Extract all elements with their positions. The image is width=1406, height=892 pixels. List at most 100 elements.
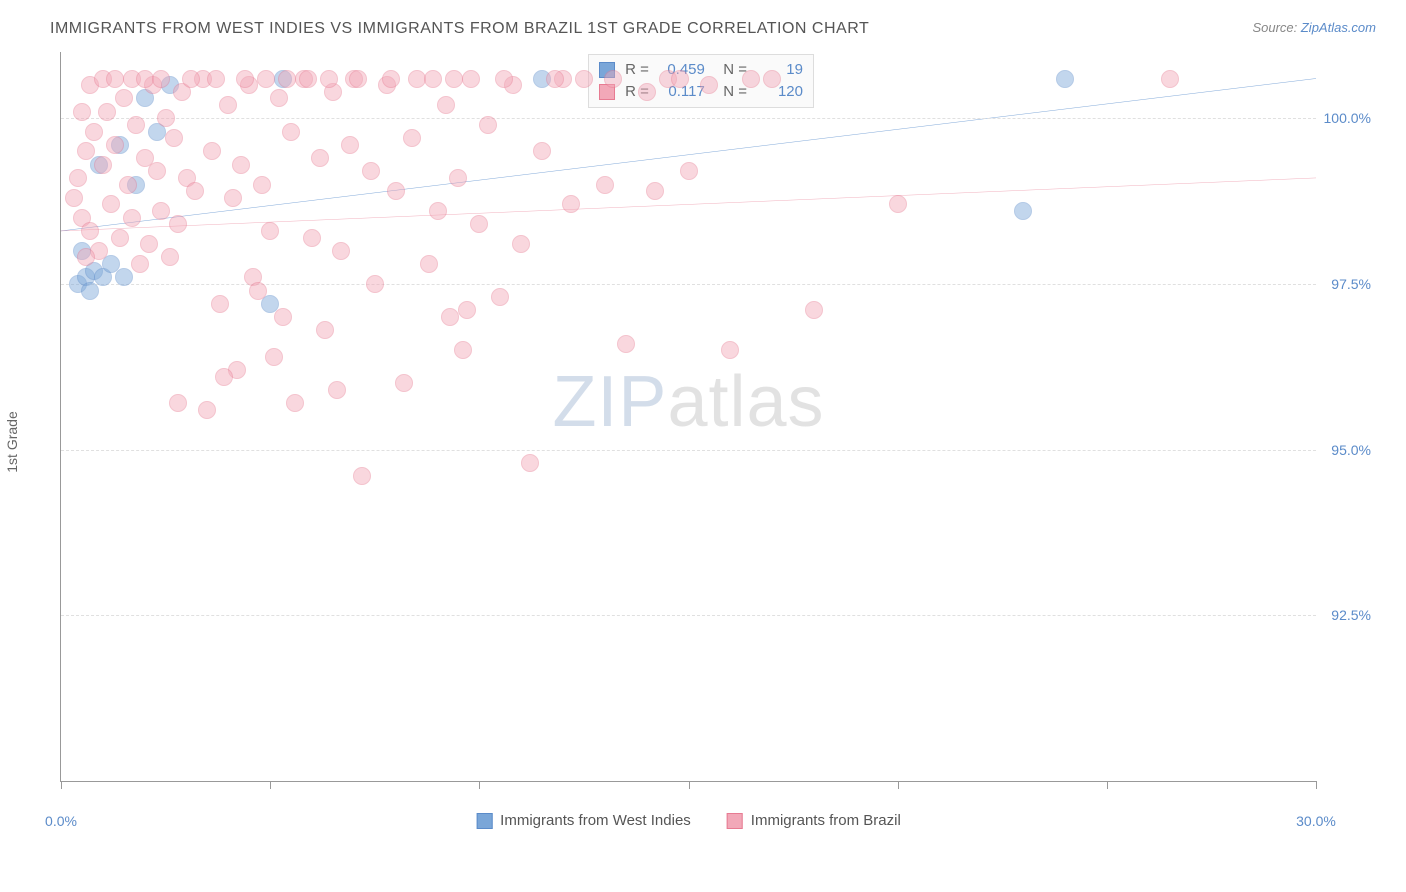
scatter-dot [207,70,225,88]
scatter-dot [182,70,200,88]
scatter-dot [232,156,250,174]
gridline-h [61,450,1316,451]
scatter-dot [596,176,614,194]
scatter-dot [311,149,329,167]
source-attribution: Source: ZipAtlas.com [1252,20,1376,35]
scatter-dot [604,70,622,88]
scatter-dot [533,142,551,160]
scatter-dot [763,70,781,88]
scatter-dot [671,70,689,88]
scatter-dot [299,70,317,88]
scatter-dot [387,182,405,200]
scatter-dot [123,209,141,227]
source-link[interactable]: ZipAtlas.com [1301,20,1376,35]
scatter-dot [332,242,350,260]
xtick [1316,781,1317,789]
scatter-dot [470,215,488,233]
scatter-dot [366,275,384,293]
scatter-dot [1056,70,1074,88]
scatter-dot [215,368,233,386]
scatter-dot [169,394,187,412]
scatter-dot [437,96,455,114]
legend-label: Immigrants from Brazil [751,812,901,829]
scatter-dot [169,215,187,233]
scatter-dot [65,189,83,207]
scatter-dot [270,89,288,107]
scatter-dot [721,341,739,359]
legend-label: Immigrants from West Indies [500,812,691,829]
scatter-dot [69,169,87,187]
scatter-dot [575,70,593,88]
scatter-dot [73,103,91,121]
scatter-dot [94,156,112,174]
scatter-dot [274,308,292,326]
legend-swatch [476,813,492,829]
scatter-dot [261,222,279,240]
scatter-dot [458,301,476,319]
scatter-dot [265,348,283,366]
trend-line [61,178,1316,231]
scatter-dot [646,182,664,200]
scatter-dot [161,248,179,266]
scatter-dot [617,335,635,353]
scatter-dot [341,136,359,154]
xtick [1107,781,1108,789]
scatter-dot [198,401,216,419]
scatter-dot [111,229,129,247]
ytick-label: 95.0% [1331,442,1371,458]
scatter-dot [85,123,103,141]
legend-item: Immigrants from West Indies [476,812,691,829]
scatter-dot [77,248,95,266]
scatter-dot [349,70,367,88]
xtick [61,781,62,789]
scatter-dot [638,83,656,101]
xtick [898,781,899,789]
ytick-label: 97.5% [1331,276,1371,292]
y-axis-label: 1st Grade [4,411,20,472]
scatter-dot [700,76,718,94]
scatter-dot [81,222,99,240]
xtick [689,781,690,789]
scatter-dot [546,70,564,88]
scatter-dot [148,162,166,180]
legend-swatch [727,813,743,829]
scatter-dot [479,116,497,134]
chart-title: IMMIGRANTS FROM WEST INDIES VS IMMIGRANT… [50,20,869,38]
legend-r-label: R = [625,59,649,81]
legend-bottom: Immigrants from West Indies Immigrants fr… [476,812,901,829]
scatter-dot [136,70,154,88]
ytick-label: 100.0% [1324,110,1371,126]
scatter-dot [249,282,267,300]
scatter-dot [224,189,242,207]
scatter-dot [495,70,513,88]
xtick [270,781,271,789]
scatter-dot [303,229,321,247]
scatter-dot [441,308,459,326]
scatter-dot [257,70,275,88]
scatter-dot [253,176,271,194]
scatter-dot [152,202,170,220]
legend-item: Immigrants from Brazil [727,812,901,829]
scatter-dot [316,321,334,339]
chart-wrap: 1st Grade ZIPatlas R =0.459 N =19R =0.11… [50,42,1376,842]
scatter-dot [152,70,170,88]
scatter-dot [449,169,467,187]
header: IMMIGRANTS FROM WEST INDIES VS IMMIGRANT… [50,20,1376,38]
scatter-dot [382,70,400,88]
legend-n-label: N = [715,81,747,103]
scatter-dot [127,116,145,134]
scatter-dot [395,374,413,392]
scatter-dot [454,341,472,359]
scatter-dot [362,162,380,180]
watermark-zip: ZIP [552,362,667,442]
scatter-dot [115,268,133,286]
scatter-dot [1161,70,1179,88]
scatter-dot [286,394,304,412]
scatter-dot [98,103,116,121]
chart-container: IMMIGRANTS FROM WEST INDIES VS IMMIGRANT… [0,0,1406,892]
watermark: ZIPatlas [552,361,824,443]
scatter-dot [521,454,539,472]
scatter-dot [186,182,204,200]
scatter-dot [77,142,95,160]
scatter-dot [445,70,463,88]
